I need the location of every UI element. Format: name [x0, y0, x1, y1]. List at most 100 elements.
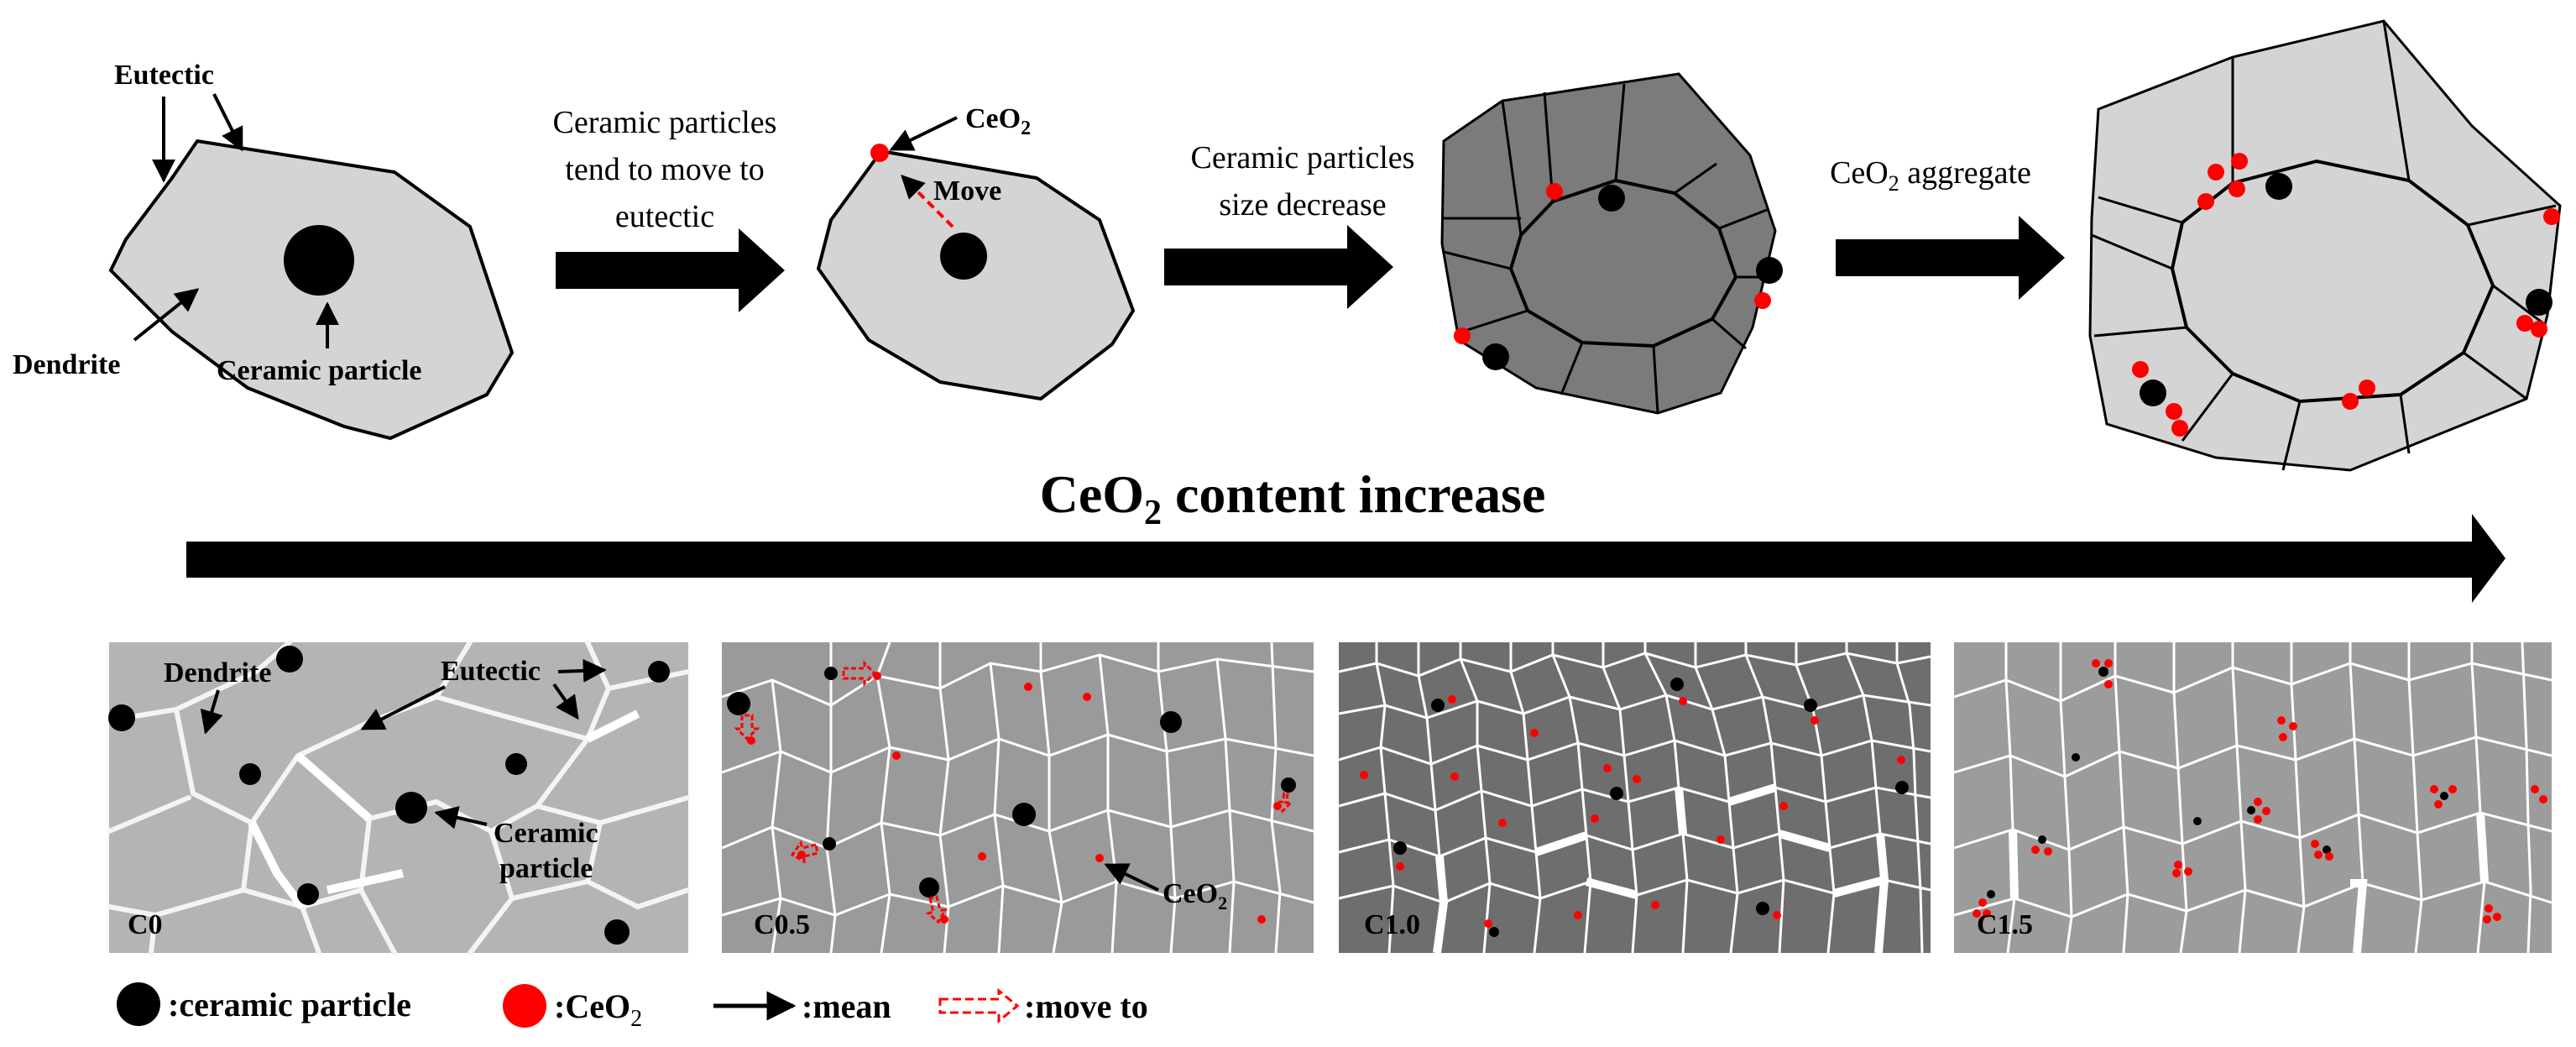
- ceo2-dot: [2279, 733, 2287, 741]
- ceramic-particle-dot: [648, 661, 670, 683]
- ceo2-dot: [2197, 193, 2214, 210]
- step2-caption-line1: Ceramic particles: [1191, 140, 1415, 175]
- panel-c10-label: C1.0: [1364, 909, 1420, 940]
- ceo2-dot: [2254, 798, 2262, 806]
- panel-c0-eutectic-label: Eutectic: [441, 656, 541, 687]
- ceo2-dot: [1897, 756, 1905, 764]
- stage1-grain: [108, 139, 515, 441]
- ceramic-particle-dot: [604, 919, 630, 945]
- legend: :ceramic particle :CeO2 :mean :move to: [117, 982, 1148, 1032]
- ceo2-dot: [1454, 327, 1471, 344]
- panel-c0: Dendrite Eutectic Ceramic particle C0: [107, 640, 691, 955]
- ceo2-dot: [2434, 800, 2443, 809]
- ceo2-dot: [2311, 840, 2319, 848]
- ceo2-dot: [1360, 771, 1368, 779]
- step3-caption: CeO2 aggregate: [1830, 155, 2031, 196]
- ceramic-particle-dot: [1670, 678, 1684, 691]
- panel-c0-ceramic-label-2: particle: [499, 853, 593, 884]
- step1-caption-line1: Ceramic particles: [553, 105, 777, 140]
- legend-move-to-label: :move to: [1024, 987, 1148, 1025]
- stage2-grain: [816, 144, 1136, 401]
- ceo2-dot: [1591, 814, 1599, 823]
- panel-c0-eutectic-arrow-3: [557, 658, 607, 683]
- move-to-arrow: [925, 895, 948, 924]
- ceo2-dot: [2430, 785, 2438, 793]
- move-to-arrow: [1275, 792, 1294, 814]
- ceo2-dot: [2448, 785, 2457, 793]
- ceramic-particle-dot: [2526, 289, 2552, 316]
- panel-c0-dendrite-label: Dendrite: [164, 657, 271, 688]
- move-arrow: [901, 175, 954, 228]
- ceo2-dot: [2359, 380, 2375, 396]
- panel-c15-label: C1.5: [1977, 909, 2033, 940]
- dendrite-arrow: [133, 288, 200, 342]
- panel-c0-eutectic-arrow-1: [360, 685, 446, 730]
- ceramic-particle-dot: [1489, 927, 1499, 937]
- ceo2-dot: [1983, 909, 1991, 918]
- ceo2-dot: [2092, 659, 2100, 667]
- trend-title: CeO2 content increase: [1040, 464, 1546, 532]
- stage1-ceramic-label: Ceramic particle: [217, 355, 422, 386]
- ceo2-dot: [2289, 722, 2297, 730]
- panel-c0-dendrite-arrow: [200, 689, 223, 735]
- ceramic-particle-dot: [1598, 185, 1625, 212]
- ceramic-particle-dot: [824, 667, 838, 680]
- stage4-grains: [2088, 19, 2562, 472]
- panel-c10: C1.0: [1338, 642, 1931, 954]
- ceramic-particle-dot: [2440, 792, 2448, 800]
- ceo2-dot: [2531, 321, 2547, 338]
- ceramic-particle-dot: [239, 763, 261, 785]
- ceramic-particle-dot: [1482, 343, 1509, 370]
- ceramic-particle-dot: [1895, 781, 1909, 794]
- legend-mean-label: :mean: [802, 987, 891, 1025]
- ceramic-particle-dot: [940, 233, 987, 280]
- ceo2-dot: [1811, 716, 1819, 725]
- ceo2-dot: [2262, 807, 2270, 815]
- ceo2-dot: [2539, 795, 2547, 804]
- ceo2-dot: [1257, 915, 1266, 924]
- panel-c05-ceo2-arrow: [1104, 863, 1159, 892]
- legend-ceramic-swatch: [117, 982, 160, 1026]
- ceramic-particle-dot: [1610, 787, 1623, 800]
- ceramic-particle-dot: [284, 225, 354, 296]
- ceo2-dot: [1396, 862, 1404, 871]
- ceramic-particle-dot: [2098, 667, 2108, 677]
- ceramic-particle-dot: [1431, 699, 1445, 712]
- legend-ceramic-label: :ceramic particle: [168, 986, 411, 1023]
- ceo2-dot: [1083, 693, 1091, 701]
- ceo2-dot: [978, 852, 986, 861]
- ceo2-dot: [2516, 315, 2533, 332]
- ceramic-particle-dot: [2072, 753, 2080, 762]
- panel-c0-ceramic-arrow: [434, 806, 488, 830]
- panel-c0-eutectic-arrow-2: [552, 683, 579, 720]
- ceo2-dot: [2325, 852, 2333, 861]
- ceramic-particle-dot: [297, 883, 319, 905]
- legend-ceo2-swatch: [503, 984, 546, 1028]
- ceo2-dot: [2208, 164, 2224, 181]
- ceo2-dot: [1633, 775, 1641, 783]
- ceramic-particle-dot: [1756, 902, 1769, 915]
- ceo2-dot: [1779, 802, 1788, 810]
- ceo2-dot: [1978, 898, 1987, 907]
- ceramic-particle-dot: [2265, 173, 2292, 200]
- move-to-arrow: [842, 660, 877, 687]
- ceo2-dot: [797, 851, 806, 859]
- ceo2-dot: [1530, 729, 1539, 737]
- ceo2-dot: [1754, 292, 1771, 309]
- ceo2-dot: [2531, 785, 2539, 793]
- ceo2-dot: [2485, 904, 2493, 913]
- move-to-arrow: [790, 840, 819, 864]
- step2-caption-line2: size decrease: [1219, 187, 1386, 222]
- step1-caption-line3: eutectic: [615, 199, 714, 234]
- ceo2-dot: [870, 144, 889, 162]
- ceo2-dot: [2044, 847, 2052, 856]
- ceramic-particle-dot: [2323, 845, 2331, 854]
- ceo2-dot: [1448, 695, 1456, 704]
- ceo2-dot: [2277, 716, 2286, 725]
- ceo2-dot: [2171, 420, 2188, 437]
- legend-ceo2-label: :CeO2: [554, 987, 642, 1032]
- ceo2-dot: [1450, 772, 1459, 781]
- ceramic-particle-dot: [823, 837, 836, 851]
- ceo2-dot: [1484, 919, 1492, 928]
